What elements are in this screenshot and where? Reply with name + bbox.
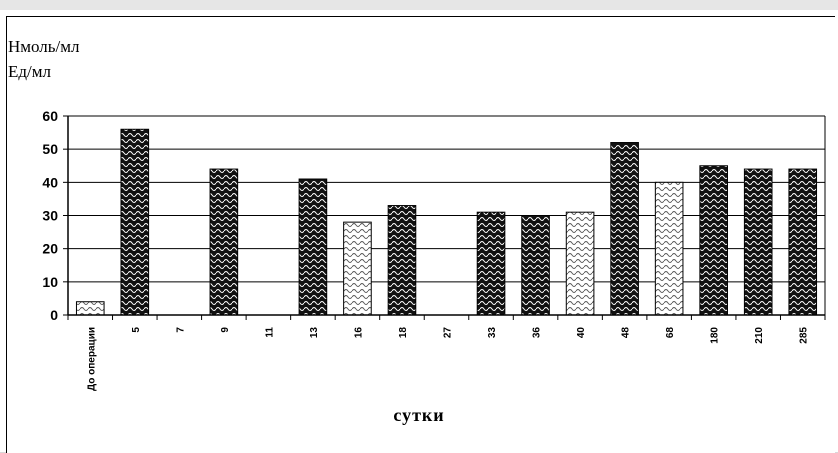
bar <box>209 168 239 316</box>
bar <box>610 142 639 316</box>
bar <box>521 215 550 316</box>
x-tick-labels: До операции 5 7 9 11 13 16 18 27 33 36 40 48 68 180 210… <box>67 315 826 391</box>
y-unit-label-1: Нмоль/мл <box>8 37 80 56</box>
x-tick-label: До операции <box>86 327 97 391</box>
bar <box>565 211 595 316</box>
x-tick-label: 16 <box>353 327 364 339</box>
y-unit-label-2: Ед/мл <box>8 62 51 81</box>
y-tick-label: 10 <box>42 274 58 290</box>
x-tick-label: 180 <box>710 327 721 344</box>
y-tick-label: 0 <box>50 307 58 323</box>
x-tick-label: 36 <box>532 327 543 339</box>
y-tick-label: 40 <box>42 174 58 190</box>
y-tick-label: 20 <box>42 241 58 257</box>
bar <box>476 211 506 316</box>
y-tick-label: 60 <box>42 108 58 124</box>
x-tick-label: 13 <box>309 327 320 339</box>
bar <box>75 301 105 316</box>
x-tick-label: 48 <box>621 327 632 339</box>
x-tick-label: 18 <box>398 327 409 339</box>
x-tick-label: 285 <box>799 327 810 344</box>
bar <box>788 168 818 316</box>
y-tick-label: 30 <box>42 208 58 224</box>
axes <box>67 116 826 316</box>
grid-lines <box>63 115 825 316</box>
x-axis-title: сутки <box>393 405 445 425</box>
x-tick-label: 7 <box>175 327 186 333</box>
x-tick-label: 40 <box>576 327 587 339</box>
bar <box>387 205 417 316</box>
y-tick-labels: 0 10 20 30 40 50 60 <box>42 108 58 323</box>
x-tick-label: 5 <box>131 327 142 333</box>
x-tick-label: 9 <box>220 327 231 333</box>
bars <box>75 128 818 316</box>
x-tick-label: 68 <box>665 327 676 339</box>
x-tick-label: 210 <box>754 327 765 344</box>
bar <box>298 178 328 316</box>
bar <box>654 181 684 316</box>
x-tick-label: 11 <box>264 327 275 338</box>
x-tick-label: 27 <box>443 327 454 339</box>
bar <box>343 221 372 316</box>
bar <box>743 168 773 316</box>
top-band <box>0 0 838 10</box>
y-tick-label: 50 <box>42 141 58 157</box>
bar <box>699 165 728 316</box>
x-tick-label: 33 <box>487 327 498 339</box>
bar <box>120 128 150 316</box>
